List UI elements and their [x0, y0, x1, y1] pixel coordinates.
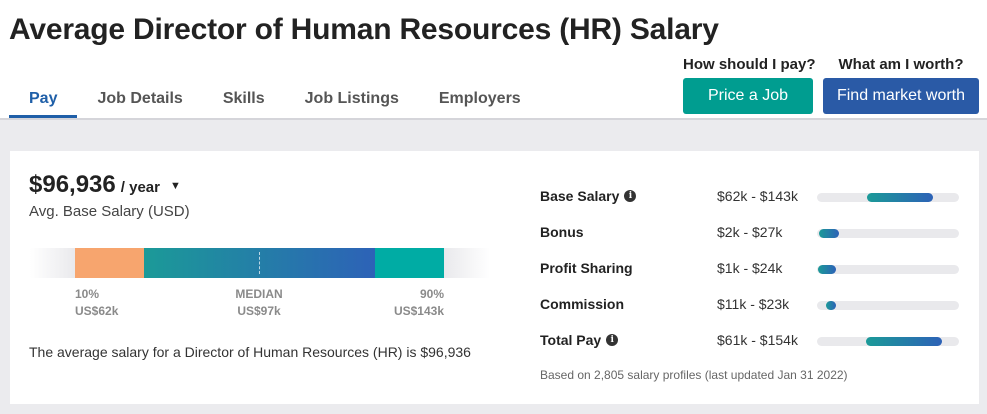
- breakdown-range-text: $61k - $154k: [717, 332, 798, 348]
- breakdown-range-text: $62k - $143k: [717, 188, 798, 204]
- average-salary-subtitle: Avg. Base Salary (USD): [29, 203, 190, 220]
- breakdown-range-text: $11k - $23k: [717, 296, 790, 312]
- breakdown-track: [817, 337, 959, 346]
- breakdown-label-text: Bonus: [540, 224, 584, 240]
- breakdown-label: Commission: [540, 296, 624, 312]
- range-high-label: 90% US$143k: [380, 286, 444, 320]
- range-low-segment: [75, 248, 144, 278]
- average-salary-sentence: The average salary for a Director of Hum…: [29, 344, 471, 360]
- salary-card: $96,936 / year ▼ Avg. Base Salary (USD) …: [10, 151, 979, 404]
- market-worth-question: What am I worth?: [838, 56, 964, 73]
- breakdown-label-text: Total Pay: [540, 332, 602, 348]
- breakdown-row-profit-sharing: Profit Sharing $1k - $24k: [540, 256, 970, 292]
- breakdown-fill: [818, 229, 839, 238]
- breakdown-range-text: $2k - $27k: [717, 224, 783, 240]
- chevron-down-icon[interactable]: ▼: [169, 180, 181, 192]
- high-value: US$143k: [393, 304, 444, 318]
- tab-employers[interactable]: Employers: [438, 90, 521, 107]
- breakdown-label: Bonus: [540, 224, 584, 240]
- low-value: US$62k: [75, 304, 119, 318]
- low-percentile: 10%: [75, 287, 100, 301]
- tab-job-details[interactable]: Job Details: [97, 90, 183, 107]
- breakdown-fill: [866, 337, 942, 346]
- range-high-segment: [375, 248, 444, 278]
- breakdown-fill: [825, 301, 836, 310]
- breakdown-fill: [867, 193, 934, 202]
- market-worth-cta: What am I worth? Find market worth: [823, 56, 979, 114]
- breakdown-label: Profit Sharing: [540, 260, 633, 276]
- breakdown-row-bonus: Bonus $2k - $27k: [540, 220, 970, 256]
- breakdown-row-total-pay: Total Pay i $61k - $154k: [540, 328, 970, 364]
- range-median-label: MEDIAN US$97k: [219, 286, 299, 320]
- range-low-label: 10% US$62k: [75, 286, 118, 320]
- info-icon[interactable]: i: [624, 190, 637, 202]
- breakdown-label-text: Commission: [540, 296, 625, 312]
- price-job-cta: How should I pay? Price a Job: [683, 56, 816, 114]
- data-source-footnote: Based on 2,805 salary profiles (last upd…: [540, 368, 848, 382]
- pay-period-label: / year: [120, 179, 160, 196]
- price-job-question: How should I pay?: [683, 56, 816, 73]
- high-percentile: 90%: [419, 287, 444, 301]
- tab-skills[interactable]: Skills: [222, 90, 265, 107]
- breakdown-row-base-salary: Base Salary i $62k - $143k: [540, 184, 970, 220]
- median-marker: [259, 252, 260, 274]
- tab-pay[interactable]: Pay: [9, 80, 78, 118]
- average-salary: $96,936 / year ▼: [29, 171, 181, 199]
- median-title: MEDIAN: [235, 287, 283, 301]
- salary-range-bar: [30, 248, 490, 278]
- tab-bar: Pay Job Details Skills Job Listings Empl…: [9, 80, 541, 118]
- tab-job-listings[interactable]: Job Listings: [304, 90, 399, 107]
- breakdown-fill: [817, 265, 837, 274]
- pay-breakdown: Base Salary i $62k - $143k Bonus $2k - $…: [540, 184, 970, 364]
- info-icon[interactable]: i: [606, 334, 619, 346]
- page-title: Average Director of Human Resources (HR)…: [9, 13, 719, 46]
- page-header: Average Director of Human Resources (HR)…: [0, 0, 987, 120]
- breakdown-label-text: Profit Sharing: [540, 260, 633, 276]
- breakdown-label-text: Base Salary: [540, 188, 620, 204]
- median-value: US$97k: [237, 304, 281, 318]
- breakdown-track: [817, 229, 959, 238]
- breakdown-track: [817, 301, 959, 310]
- find-market-worth-button[interactable]: Find market worth: [823, 78, 979, 114]
- average-salary-amount: $96,936: [29, 171, 116, 198]
- breakdown-track: [817, 193, 959, 202]
- breakdown-row-commission: Commission $11k - $23k: [540, 292, 970, 328]
- breakdown-label: Base Salary i: [540, 188, 637, 204]
- breakdown-track: [817, 265, 959, 274]
- breakdown-label: Total Pay i: [540, 332, 619, 348]
- price-a-job-button[interactable]: Price a Job: [683, 78, 813, 114]
- breakdown-range-text: $1k - $24k: [717, 260, 783, 276]
